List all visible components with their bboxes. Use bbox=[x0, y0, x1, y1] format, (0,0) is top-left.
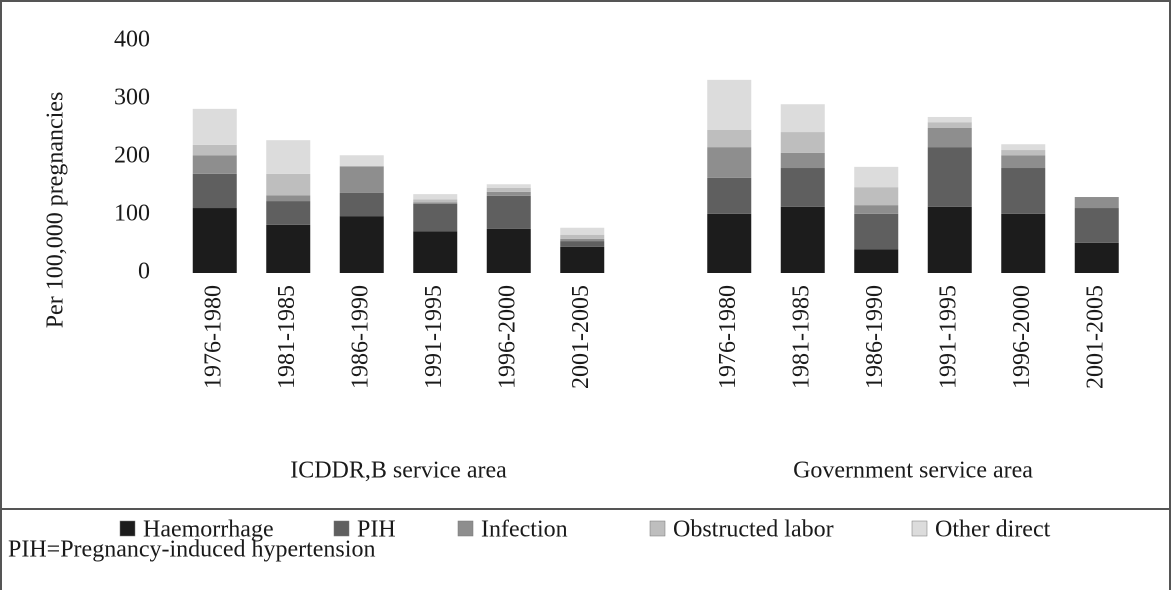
bar-segment bbox=[486, 184, 531, 188]
bar-segment bbox=[1001, 168, 1046, 214]
legend-label: Haemorrhage bbox=[143, 517, 274, 543]
x-tick-label: 1991-1995 bbox=[935, 285, 961, 389]
y-tick-label: 100 bbox=[114, 201, 150, 227]
legend-label: Other direct bbox=[935, 517, 1051, 543]
bar-segment bbox=[854, 205, 899, 214]
y-tick-label: 400 bbox=[114, 27, 150, 53]
bar-segment bbox=[854, 249, 899, 273]
bar-segment bbox=[560, 241, 605, 247]
bar-segment bbox=[486, 191, 531, 196]
x-tick-label: 1981-1985 bbox=[274, 285, 300, 389]
legend-swatch bbox=[457, 520, 474, 537]
bar-segment bbox=[1074, 197, 1119, 209]
bar-segment bbox=[266, 201, 311, 225]
x-tick-label: 1996-2000 bbox=[494, 285, 520, 389]
bar-segment bbox=[1074, 242, 1119, 273]
bar-segment bbox=[560, 246, 605, 273]
x-tick-label: 1981-1985 bbox=[788, 285, 814, 389]
bar-segment bbox=[192, 173, 237, 209]
y-tick-label: 0 bbox=[138, 259, 150, 285]
bar-segment bbox=[707, 177, 752, 214]
bar-segment bbox=[413, 231, 458, 273]
bar-segment bbox=[780, 132, 825, 153]
bar-segment bbox=[854, 213, 899, 250]
bar-segment bbox=[1001, 213, 1046, 273]
bar-segment bbox=[560, 234, 605, 239]
bar-segment bbox=[486, 187, 531, 192]
bar-segment bbox=[1001, 155, 1046, 169]
legend-label: PIH bbox=[357, 517, 396, 543]
bar-segment bbox=[1074, 208, 1119, 243]
y-axis-title: Per 100,000 pregnancies bbox=[43, 92, 69, 329]
bar-segment bbox=[339, 166, 384, 193]
bar-segment bbox=[339, 192, 384, 217]
bar-segment bbox=[560, 227, 605, 235]
bar-segment bbox=[707, 129, 752, 148]
x-tick-label: 1976-1980 bbox=[200, 285, 226, 389]
bar-segment bbox=[413, 194, 458, 200]
y-tick-label: 200 bbox=[114, 143, 150, 169]
legend-swatch bbox=[333, 520, 350, 537]
footnote: PIH=Pregnancy-induced hypertension bbox=[8, 537, 375, 563]
bar-segment bbox=[413, 202, 458, 204]
x-tick-label: 2001-2005 bbox=[568, 285, 594, 389]
bar-segment bbox=[192, 108, 237, 145]
bar-segment bbox=[413, 203, 458, 232]
bar-segment bbox=[780, 152, 825, 169]
bar-segment bbox=[1001, 144, 1046, 151]
bar-segment bbox=[707, 79, 752, 130]
bar-segment bbox=[927, 122, 972, 128]
bar-segment bbox=[780, 206, 825, 273]
group-label: Government service area bbox=[793, 458, 1033, 484]
bar-segment bbox=[707, 147, 752, 178]
bar-segment bbox=[266, 195, 311, 202]
bar-segment bbox=[266, 140, 311, 174]
x-tick-label: 1991-1995 bbox=[421, 285, 447, 389]
y-tick-label: 300 bbox=[114, 85, 150, 111]
bar-segment bbox=[560, 238, 605, 242]
bar-segment bbox=[707, 213, 752, 273]
bar-segment bbox=[780, 168, 825, 207]
x-tick-label: 1976-1980 bbox=[715, 285, 741, 389]
bar-segment bbox=[854, 187, 899, 206]
bar-segment bbox=[927, 116, 972, 123]
bar-segment bbox=[486, 228, 531, 273]
bar-segment bbox=[192, 155, 237, 174]
bar-segment bbox=[192, 144, 237, 156]
bar-segment bbox=[854, 166, 899, 188]
bar-segment bbox=[927, 147, 972, 207]
legend-label: Infection bbox=[481, 517, 568, 543]
x-tick-label: 1996-2000 bbox=[1009, 285, 1035, 389]
bar-segment bbox=[192, 208, 237, 273]
legend-swatch bbox=[911, 520, 928, 537]
legend-swatch bbox=[119, 520, 136, 537]
bar-segment bbox=[486, 195, 531, 229]
legend-swatch bbox=[649, 520, 666, 537]
group-label: ICDDR,B service area bbox=[290, 458, 507, 484]
bar-segment bbox=[1001, 150, 1046, 156]
legend-label: Obstructed labor bbox=[673, 517, 834, 543]
bar-segment bbox=[266, 173, 311, 196]
bar-segment bbox=[266, 224, 311, 273]
bar-segment bbox=[339, 216, 384, 273]
x-tick-label: 2001-2005 bbox=[1082, 285, 1108, 389]
bar-segment bbox=[927, 128, 972, 148]
x-tick-label: 1986-1990 bbox=[347, 285, 373, 389]
bar-segment bbox=[413, 199, 458, 203]
bar-segment bbox=[780, 104, 825, 133]
bar-segment bbox=[339, 155, 384, 167]
bar-segment bbox=[927, 206, 972, 273]
x-tick-label: 1986-1990 bbox=[862, 285, 888, 389]
